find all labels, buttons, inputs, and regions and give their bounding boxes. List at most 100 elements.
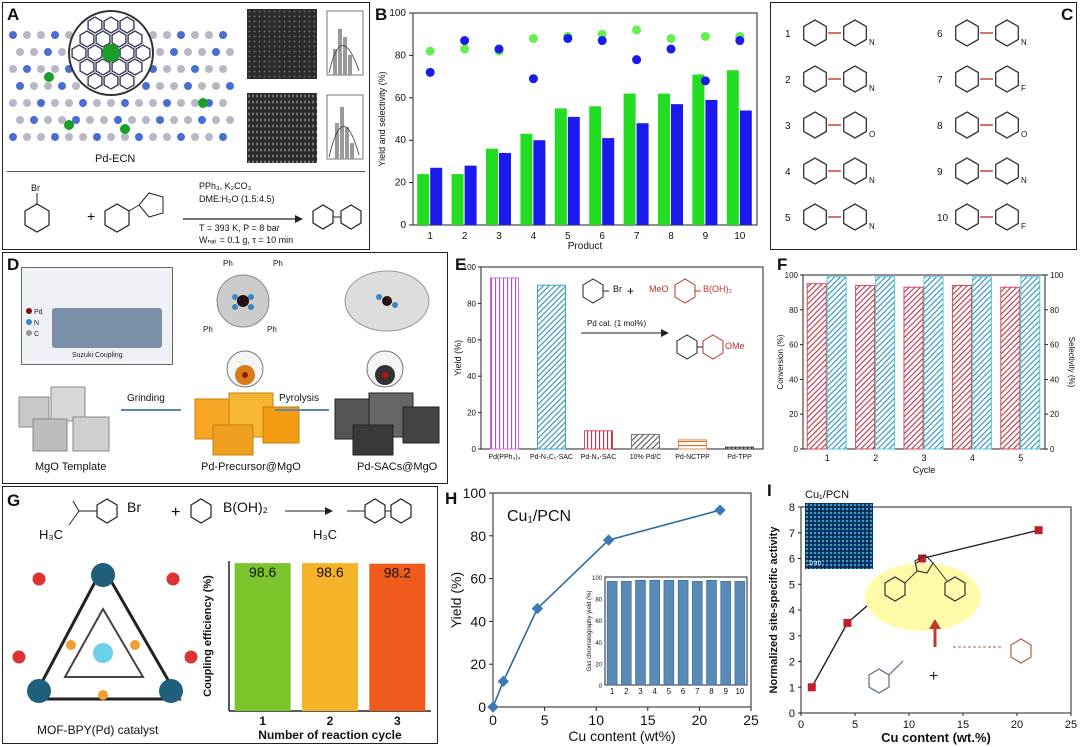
- y2-tick-label: 20: [1050, 410, 1059, 419]
- y-tick-label: 20: [395, 178, 407, 189]
- y-tick-label: 40: [789, 375, 798, 384]
- x-axis-label: Cycle: [913, 465, 936, 475]
- heteroatom-label: F: [1021, 84, 1026, 93]
- heteroatom-label: O: [869, 130, 875, 139]
- bar-b: [739, 110, 752, 225]
- y-tick-label: 100: [389, 8, 406, 19]
- bar-f: [903, 286, 924, 450]
- lattice-atom: [86, 116, 94, 124]
- x-tick-label: 2: [873, 453, 878, 463]
- inset-x-tick-label: 4: [652, 687, 657, 696]
- lattice-atom: [198, 82, 206, 90]
- reaction-scheme-e: +: [581, 278, 724, 360]
- meo-label-e: MeO: [649, 284, 669, 294]
- lattice-atom: [205, 31, 213, 39]
- lattice-atom: [23, 65, 31, 73]
- heteroatom-label: F: [1021, 222, 1026, 231]
- pd-legend-item: Pd: [26, 308, 43, 316]
- lattice-atom: [156, 82, 164, 90]
- lattice-atom: [212, 48, 220, 56]
- x-tick-label: 3: [496, 231, 502, 242]
- phenyl-ring: [803, 111, 827, 139]
- pd-atom-2: [198, 98, 208, 108]
- zoom-hexagon: [119, 44, 135, 62]
- y-tick-label: 0: [400, 220, 406, 231]
- lattice-atom: [58, 116, 66, 124]
- panel-h: H 0 20 40 60 80 100 0 5 10 15 20 25 Cu₁/PCN Cu conten…: [440, 486, 760, 744]
- point-b: [666, 33, 676, 43]
- plot-frame: [492, 492, 752, 708]
- panel-c: C 1 N 2 N 3 O 4 N 5 N 6 N 7 F 8 O 9 N 10 F: [770, 2, 1077, 250]
- plot-frame: [480, 266, 764, 450]
- y-tick-label: 80: [470, 528, 486, 544]
- cu-pcn-title: Cu₁/PCN: [805, 489, 850, 501]
- lattice-atom: [198, 48, 206, 56]
- bar-f: [875, 276, 896, 450]
- panel-f: F 0 0 20 20 40 40 60 60 80 80 100 100 1 2 3 4 5 Cycle Conv…: [772, 252, 1078, 484]
- lattice-atom: [156, 48, 164, 56]
- point-b: [460, 36, 470, 46]
- x-tick-label: 20: [1011, 719, 1023, 731]
- y2-tick-label: 40: [1050, 375, 1059, 384]
- lattice-atom: [219, 65, 227, 73]
- ph-label-4: Ph: [267, 325, 277, 334]
- x-tick-label: Pd-N₄-SAC: [581, 454, 617, 461]
- y-tick-label: 20: [467, 409, 476, 418]
- biphenyl-ring-2: [340, 204, 362, 230]
- bar-f: [826, 276, 847, 450]
- cu-pcn-image: 1nm: [805, 503, 873, 569]
- y-tick-label: 60: [470, 571, 486, 587]
- lattice-atom: [205, 133, 213, 141]
- lattice-atom: [16, 116, 24, 124]
- mgo-cubes: [18, 386, 110, 452]
- phenyl-ring: [955, 19, 979, 47]
- heteroatom-label: N: [869, 222, 875, 231]
- product-number: 2: [785, 75, 791, 86]
- x-tick-label: 5: [541, 712, 549, 728]
- bromobenzene-ring: [24, 203, 50, 233]
- point-b: [425, 67, 435, 77]
- lattice-atom: [121, 133, 129, 141]
- mof-structure: [11, 563, 199, 703]
- x-tick-label: Pd-N₃C₁-SAC: [530, 454, 573, 461]
- lattice-atom: [51, 31, 59, 39]
- zoom-hexagon: [103, 16, 119, 34]
- data-point: [917, 554, 926, 563]
- y-tick-label: 2: [789, 657, 795, 669]
- x-tick-label: 20: [692, 712, 708, 728]
- inset-y-tick-label: 100: [592, 576, 603, 582]
- phenyl-ring: [955, 65, 979, 93]
- partner-ring: [995, 157, 1019, 185]
- y-tick-label: 40: [467, 372, 476, 381]
- lattice-atom: [44, 82, 52, 90]
- zoom-hexagon: [95, 30, 111, 48]
- panel-a: A Pd-ECN + Br PPh₃, K₂CO₃ DME:H₂O (: [2, 2, 370, 250]
- zoom-hexagon: [71, 44, 87, 62]
- lattice-atom: [191, 133, 199, 141]
- lattice-atom: [212, 82, 220, 90]
- lattice-atom: [135, 99, 143, 107]
- lattice-atom: [23, 31, 31, 39]
- product-number: 6: [937, 29, 943, 40]
- bar-b: [533, 140, 546, 225]
- bar-b: [430, 167, 443, 225]
- y-tick-label: 3: [789, 631, 795, 643]
- y-tick-label: 60: [789, 341, 798, 350]
- suzuki-inset: Pd N C Suzuki Coupling: [21, 267, 173, 365]
- x-tick-label: 7: [634, 231, 640, 242]
- lattice-atom: [191, 65, 199, 73]
- partner-ring: [995, 203, 1019, 231]
- bar-e: [631, 433, 660, 450]
- mof-catalyst-label: MOF-BPY(Pd) catalyst: [37, 723, 159, 737]
- y-tick-label: 100: [785, 271, 799, 280]
- x-tick-label: Pd(PPh₃)₄: [488, 454, 520, 461]
- zoom-hexagon: [119, 16, 135, 34]
- x-tick-label: 10: [734, 231, 746, 242]
- lattice-atom: [9, 65, 17, 73]
- product-number: 10: [937, 213, 949, 224]
- pd-atom-1: [44, 72, 54, 82]
- point-b: [735, 36, 745, 46]
- ph-label-3: Ph: [203, 325, 213, 334]
- x-tick-label: 3: [921, 453, 926, 463]
- boronate-ring: [104, 203, 130, 233]
